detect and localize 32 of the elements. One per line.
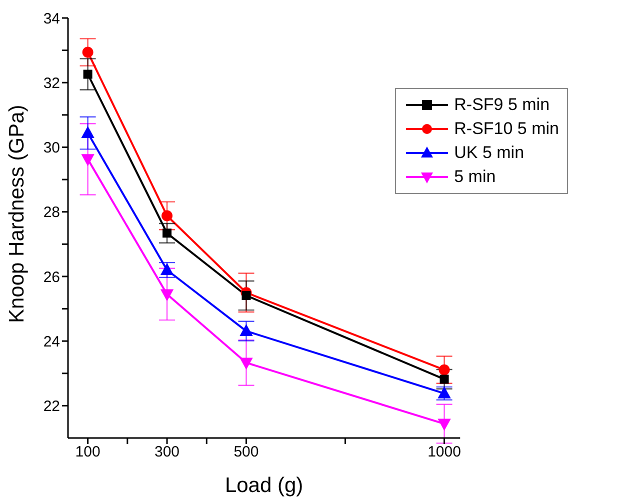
point xyxy=(438,364,450,376)
point xyxy=(440,374,449,384)
y-tick-label: 34 xyxy=(43,10,60,28)
x-axis-title: Load (g) xyxy=(224,474,304,497)
x-tick-label: 1000 xyxy=(428,444,461,461)
legend-label: 5 min xyxy=(454,167,496,187)
point xyxy=(438,386,451,398)
y-axis-title: Knoop Hardness (GPa) xyxy=(5,104,28,323)
point xyxy=(240,358,252,370)
legend-label: UK 5 min xyxy=(454,143,524,163)
point xyxy=(162,228,172,238)
point xyxy=(83,70,92,79)
y-tick-label: 22 xyxy=(43,398,60,416)
point xyxy=(160,264,174,275)
legend-label: R-SF9 5 min xyxy=(454,95,550,115)
legend-label: R-SF10 5 min xyxy=(454,119,559,139)
y-tick-label: 30 xyxy=(43,140,60,157)
y-tick-label: 32 xyxy=(43,74,60,92)
point xyxy=(438,418,451,430)
point xyxy=(242,291,251,300)
point xyxy=(162,210,173,222)
y-tick-label: 26 xyxy=(43,268,60,286)
x-tick-label: 300 xyxy=(154,444,180,461)
point xyxy=(82,46,94,58)
x-tick-label: 100 xyxy=(75,444,100,461)
x-tick-label: 500 xyxy=(234,444,259,461)
y-tick-label: 24 xyxy=(43,333,60,350)
point xyxy=(82,126,94,138)
point xyxy=(240,324,252,336)
point xyxy=(160,289,174,301)
y-tick-label: 28 xyxy=(43,204,60,222)
point xyxy=(82,154,94,166)
